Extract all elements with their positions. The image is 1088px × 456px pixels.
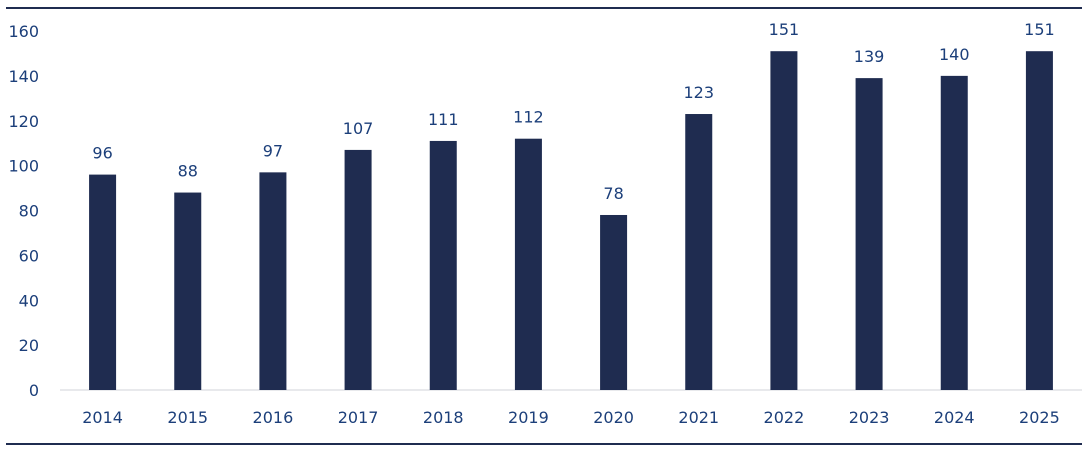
y-tick-label: 60 [19, 246, 39, 265]
bar-2024 [940, 75, 968, 390]
y-tick-label: 80 [19, 202, 39, 221]
data-label-2020: 78 [603, 184, 623, 203]
data-label-2022: 151 [769, 20, 800, 39]
data-label-2021: 123 [683, 83, 714, 102]
x-tick-label-2016: 2016 [253, 408, 294, 427]
bar-2023 [855, 78, 883, 391]
x-tick-label-2025: 2025 [1019, 408, 1060, 427]
x-tick-label-2019: 2019 [508, 408, 549, 427]
data-label-2025: 151 [1024, 20, 1055, 39]
bar-2021 [685, 114, 713, 391]
x-tick-label-2020: 2020 [593, 408, 634, 427]
bar-2025 [1025, 51, 1053, 390]
bar-2018 [429, 140, 457, 390]
y-tick-label: 160 [8, 22, 39, 41]
bar-2020 [600, 214, 628, 390]
x-tick-label-2023: 2023 [849, 408, 890, 427]
bar-2016 [259, 172, 287, 390]
data-label-2024: 140 [939, 45, 970, 64]
y-tick-label: 140 [8, 67, 39, 86]
x-tick-label-2018: 2018 [423, 408, 464, 427]
data-label-2014: 96 [92, 144, 112, 163]
x-axis: 2014 2015 2016 2017 2018 2019 2020 2021 2022 2023… [82, 408, 1060, 427]
data-label-2019: 112 [513, 108, 544, 127]
x-tick-label-2024: 2024 [934, 408, 975, 427]
bar-series [89, 51, 1053, 391]
data-labels: 96 88 97 107 111 112 78 123 151 139 140 151 [92, 20, 1054, 203]
bar-2017 [344, 149, 372, 390]
x-tick-label-2017: 2017 [338, 408, 379, 427]
x-tick-label-2015: 2015 [167, 408, 208, 427]
data-label-2017: 107 [343, 119, 374, 138]
data-label-2023: 139 [854, 47, 885, 66]
bar-2022 [770, 51, 798, 390]
y-tick-label: 120 [8, 112, 39, 131]
bar-2014 [89, 174, 117, 390]
data-label-2016: 97 [263, 141, 283, 160]
y-tick-label: 0 [29, 381, 39, 400]
y-tick-label: 40 [19, 291, 39, 310]
x-tick-label-2022: 2022 [764, 408, 805, 427]
y-tick-label: 20 [19, 336, 39, 355]
data-label-2018: 111 [428, 110, 459, 129]
x-tick-label-2021: 2021 [678, 408, 719, 427]
bar-2019 [514, 138, 542, 390]
x-tick-label-2014: 2014 [82, 408, 123, 427]
data-label-2015: 88 [178, 162, 198, 181]
bar-2015 [174, 192, 202, 390]
y-axis: 0 20 40 60 80 100 120 140 160 [8, 22, 39, 400]
y-tick-label: 100 [8, 157, 39, 176]
